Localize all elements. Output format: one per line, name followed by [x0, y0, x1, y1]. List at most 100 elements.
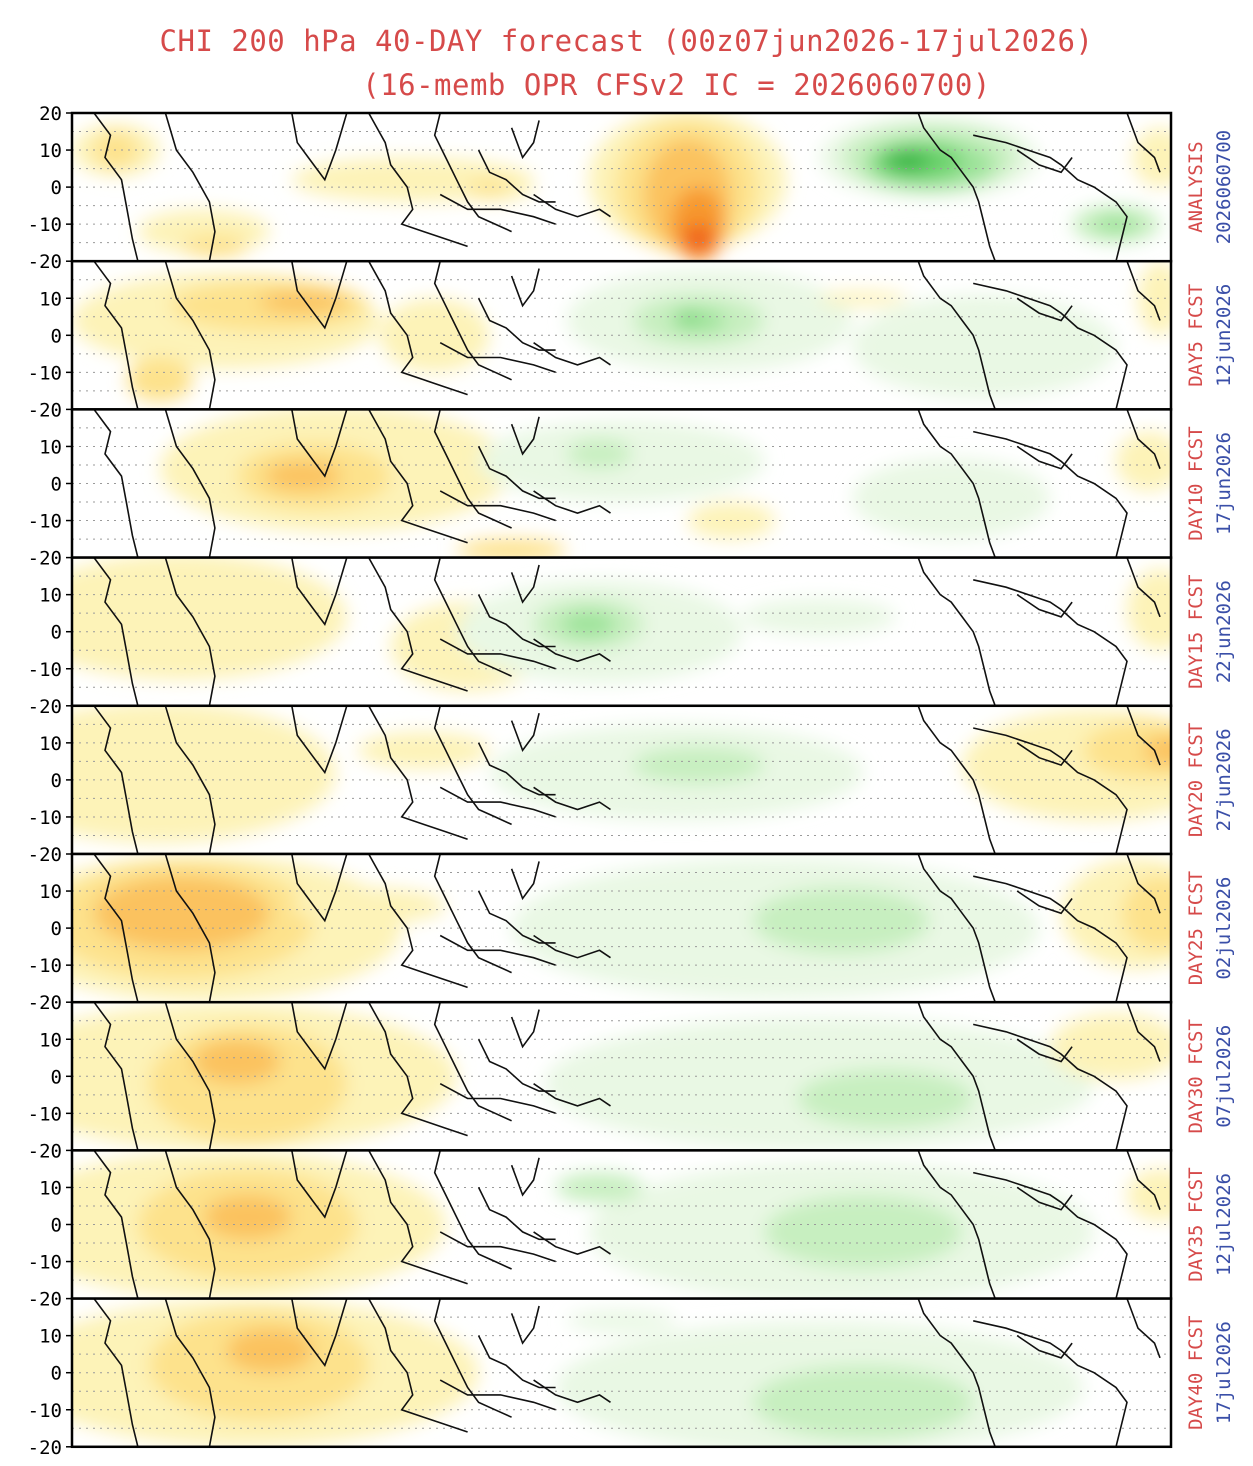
- y-tick-label: 10: [39, 436, 62, 458]
- panel-label: DAY20 FCST: [1185, 723, 1207, 837]
- positive-anomaly-blob: [72, 557, 347, 680]
- coastline: [533, 1379, 611, 1404]
- y-tick-label: -20: [28, 844, 62, 866]
- coastline: [477, 1038, 556, 1092]
- coastline: [291, 1150, 348, 1219]
- panel-date: 17jun2026: [1213, 432, 1235, 535]
- anomaly-field: [72, 854, 1171, 1003]
- positive-anomaly-blob: [126, 357, 193, 402]
- coastline: [917, 261, 996, 410]
- coastline: [1126, 1150, 1161, 1210]
- y-tick-label: 0: [51, 474, 62, 496]
- coastline: [973, 430, 1128, 558]
- panel-3: [72, 409, 1171, 558]
- coastline: [1126, 409, 1161, 469]
- coastline: [510, 416, 540, 456]
- y-tick-label: -20: [28, 399, 62, 421]
- coastline: [439, 934, 556, 966]
- negative-anomaly-blob: [797, 1068, 974, 1129]
- coastline: [93, 1002, 139, 1151]
- positive-anomaly-blob: [192, 1039, 281, 1084]
- positive-anomaly-blob: [258, 290, 347, 314]
- positive-anomaly-blob: [1132, 127, 1171, 188]
- coastline: [368, 409, 468, 544]
- coastline: [291, 409, 348, 478]
- coastline: [433, 854, 512, 974]
- y-tick-label: -20: [28, 1289, 62, 1311]
- negative-anomaly-blob: [566, 1309, 677, 1332]
- positive-anomaly-blob: [291, 887, 446, 925]
- panel-label: DAY40 FCST: [1185, 1316, 1207, 1430]
- negative-anomaly-blob: [742, 598, 897, 636]
- positive-anomaly-blob: [225, 1328, 314, 1373]
- coastline: [973, 1171, 1128, 1299]
- coastline: [533, 934, 611, 959]
- coastline: [291, 261, 348, 330]
- positive-anomaly-blob: [72, 705, 336, 843]
- negative-anomaly-blob: [566, 439, 633, 469]
- coastline: [93, 1150, 139, 1299]
- coastline: [439, 1379, 556, 1411]
- panel-date: 12jun2026: [1213, 284, 1235, 387]
- y-tick-label: -10: [28, 807, 62, 829]
- coastline: [477, 742, 556, 796]
- panel-date: 22jun2026: [1213, 580, 1235, 683]
- coastline: [973, 727, 1128, 854]
- coastline: [510, 1305, 540, 1345]
- y-tick-label: 10: [39, 733, 62, 755]
- anomaly-field: [72, 705, 1171, 843]
- coastline: [164, 1150, 216, 1299]
- y-tick-label: -20: [28, 992, 62, 1014]
- y-tick-label: 0: [51, 1215, 62, 1237]
- coastline: [1016, 593, 1073, 618]
- coastline: [973, 875, 1128, 1003]
- coastline: [917, 113, 996, 262]
- y-tick-label: -10: [28, 214, 62, 236]
- coastline: [917, 557, 996, 706]
- coastline: [917, 1002, 996, 1151]
- coastline: [439, 786, 556, 818]
- coastline: [93, 113, 139, 262]
- panel-date: 12jul2026: [1213, 1173, 1235, 1276]
- y-tick-label: 20: [39, 103, 62, 125]
- coastline: [433, 113, 512, 233]
- y-tick-label: 0: [51, 622, 62, 644]
- coastline: [433, 409, 512, 529]
- y-tick-label: 10: [39, 585, 62, 607]
- positive-anomaly-blob: [1138, 261, 1171, 336]
- coastline: [164, 261, 216, 410]
- anomaly-field: [72, 113, 1171, 262]
- y-tick-label: 10: [39, 1029, 62, 1051]
- coastline: [368, 261, 468, 396]
- y-tick-label: -20: [28, 548, 62, 570]
- panel-date: 02jul2026: [1213, 877, 1235, 980]
- coastline: [368, 705, 468, 840]
- coastline: [477, 594, 556, 648]
- positive-anomaly-blob: [1121, 876, 1171, 951]
- coastline: [291, 854, 348, 923]
- coastline: [973, 282, 1128, 410]
- coastline: [973, 579, 1128, 706]
- coastline: [477, 446, 556, 500]
- positive-anomaly-blob: [181, 235, 248, 258]
- coastline: [93, 557, 139, 706]
- panel-2: [72, 261, 1171, 410]
- panel-label: DAY10 FCST: [1185, 426, 1207, 540]
- negative-anomaly-blob: [852, 294, 1117, 399]
- coastline: [433, 705, 512, 826]
- coastline: [1016, 149, 1073, 174]
- positive-anomaly-blob: [681, 224, 715, 254]
- y-tick-label: -10: [28, 511, 62, 533]
- coastline: [917, 1298, 996, 1447]
- positive-anomaly-blob: [203, 1194, 292, 1240]
- panel-1: [72, 113, 1171, 262]
- negative-anomaly-blob: [632, 746, 765, 784]
- coastline: [533, 342, 611, 366]
- coastline: [1126, 1002, 1161, 1062]
- coastline: [164, 705, 216, 854]
- coastline: [917, 1150, 996, 1299]
- negative-anomaly-blob: [555, 1172, 644, 1203]
- positive-anomaly-blob: [1127, 568, 1171, 651]
- coastline: [973, 134, 1128, 262]
- coastline: [93, 261, 139, 410]
